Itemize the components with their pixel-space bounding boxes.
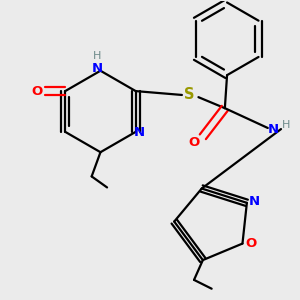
Text: O: O: [188, 136, 200, 149]
Text: N: N: [249, 195, 260, 208]
Text: O: O: [246, 237, 257, 250]
Text: N: N: [268, 123, 279, 136]
Text: H: H: [93, 51, 101, 62]
Text: O: O: [31, 85, 42, 98]
Text: H: H: [282, 120, 291, 130]
Text: N: N: [134, 126, 145, 140]
Text: N: N: [92, 62, 103, 75]
Text: S: S: [184, 88, 195, 103]
